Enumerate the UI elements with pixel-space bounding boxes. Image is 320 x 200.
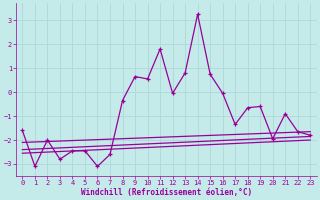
X-axis label: Windchill (Refroidissement éolien,°C): Windchill (Refroidissement éolien,°C)	[81, 188, 252, 197]
